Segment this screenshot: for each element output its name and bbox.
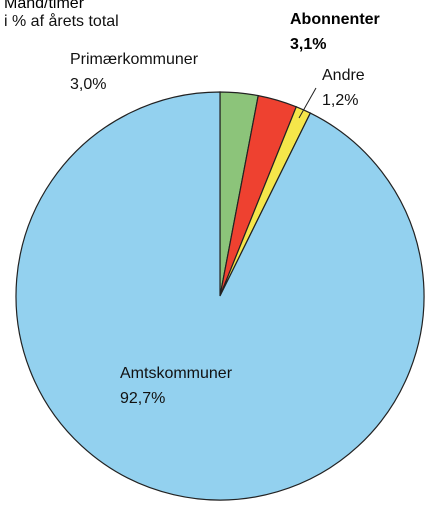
value-label: 3,1% (290, 36, 326, 53)
slice-label: Abonnenter (290, 11, 380, 28)
chart-title: Mand/timer (4, 0, 85, 12)
value-label: 92,7% (120, 390, 165, 407)
value-label: 1,2% (322, 92, 358, 109)
pie-slice (15, 91, 425, 501)
slice-label: Primærkommuner (70, 51, 199, 68)
chart-subtitle: i % af årets total (4, 12, 119, 30)
slice-label: Andre (322, 67, 365, 84)
slice-label: Amtskommuner (120, 365, 233, 382)
leader-line (298, 87, 317, 119)
value-label: 3,0% (70, 76, 106, 93)
